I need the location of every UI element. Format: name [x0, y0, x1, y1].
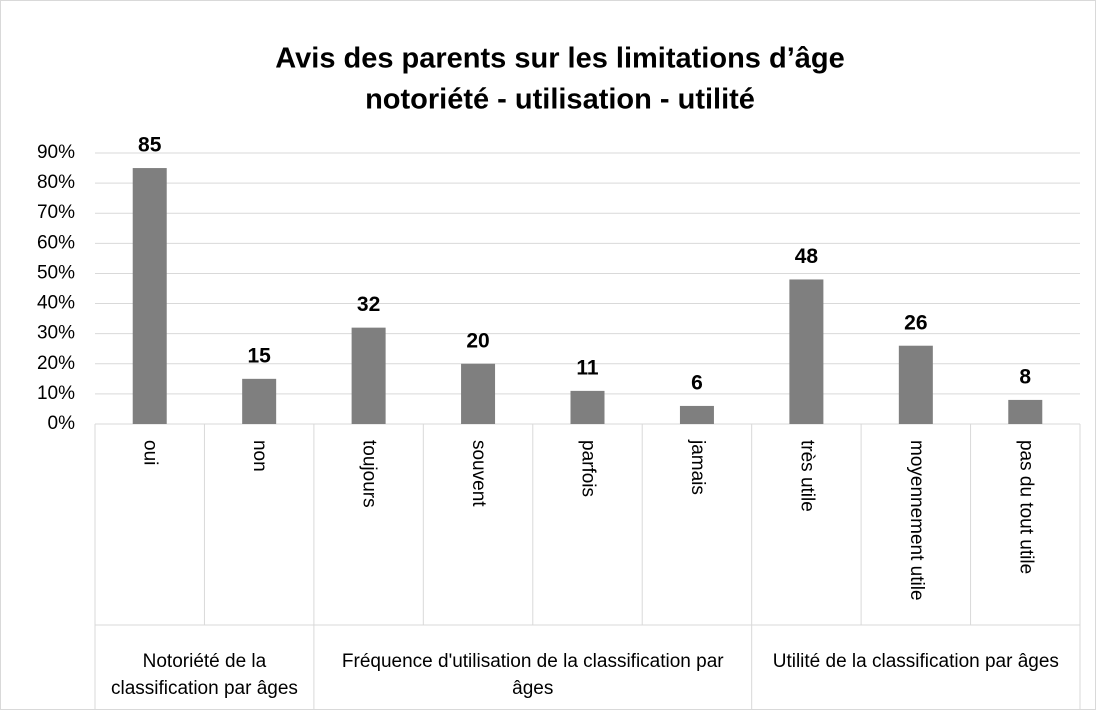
group-label: Utilité de la classification par âges: [772, 651, 1059, 672]
y-tick-label: 80%: [37, 172, 75, 193]
data-label: 20: [466, 329, 489, 352]
group-label: Notoriété de la classification par âges: [110, 651, 298, 699]
x-tick-label: très utile: [796, 440, 817, 512]
data-label: 11: [576, 356, 599, 379]
x-tick-label: jamais: [687, 439, 708, 495]
bar: [679, 405, 714, 424]
y-tick-label: 60%: [37, 232, 75, 253]
x-tick-label: moyennement utile: [906, 440, 927, 601]
x-tick-label: oui: [140, 440, 161, 465]
bar: [898, 345, 933, 424]
chart-title: Avis des parents sur les limitations d’â…: [275, 43, 844, 75]
data-label: 15: [247, 344, 271, 367]
x-tick-label: non: [249, 440, 270, 472]
data-label: 32: [357, 293, 380, 316]
bar: [789, 279, 824, 424]
bar: [132, 168, 167, 424]
bar: [570, 390, 605, 424]
bar: [461, 363, 496, 424]
y-tick-label: 70%: [37, 202, 75, 223]
bar: [351, 327, 386, 424]
data-label: 6: [691, 371, 703, 394]
data-label: 8: [1019, 365, 1031, 388]
y-tick-label: 20%: [37, 353, 75, 374]
y-tick-label: 40%: [37, 293, 75, 314]
data-label: 48: [795, 245, 819, 268]
chart-subtitle: notoriété - utilisation - utilité: [365, 84, 755, 116]
bar: [1008, 399, 1043, 424]
group-label: Fréquence d'utilisation de la classifica…: [341, 651, 724, 699]
y-tick-label: 10%: [37, 383, 75, 404]
data-label: 26: [904, 311, 927, 334]
bar: [242, 378, 277, 424]
x-tick-label: toujours: [359, 440, 380, 508]
y-tick-label: 0%: [48, 413, 76, 434]
y-tick-label: 30%: [37, 323, 75, 344]
y-tick-label: 90%: [37, 142, 75, 163]
x-tick-label: souvent: [468, 440, 489, 507]
x-tick-label: pas du tout utile: [1015, 440, 1036, 574]
y-tick-label: 50%: [37, 262, 75, 283]
x-tick-label: parfois: [577, 440, 598, 497]
data-label: 85: [138, 134, 162, 157]
